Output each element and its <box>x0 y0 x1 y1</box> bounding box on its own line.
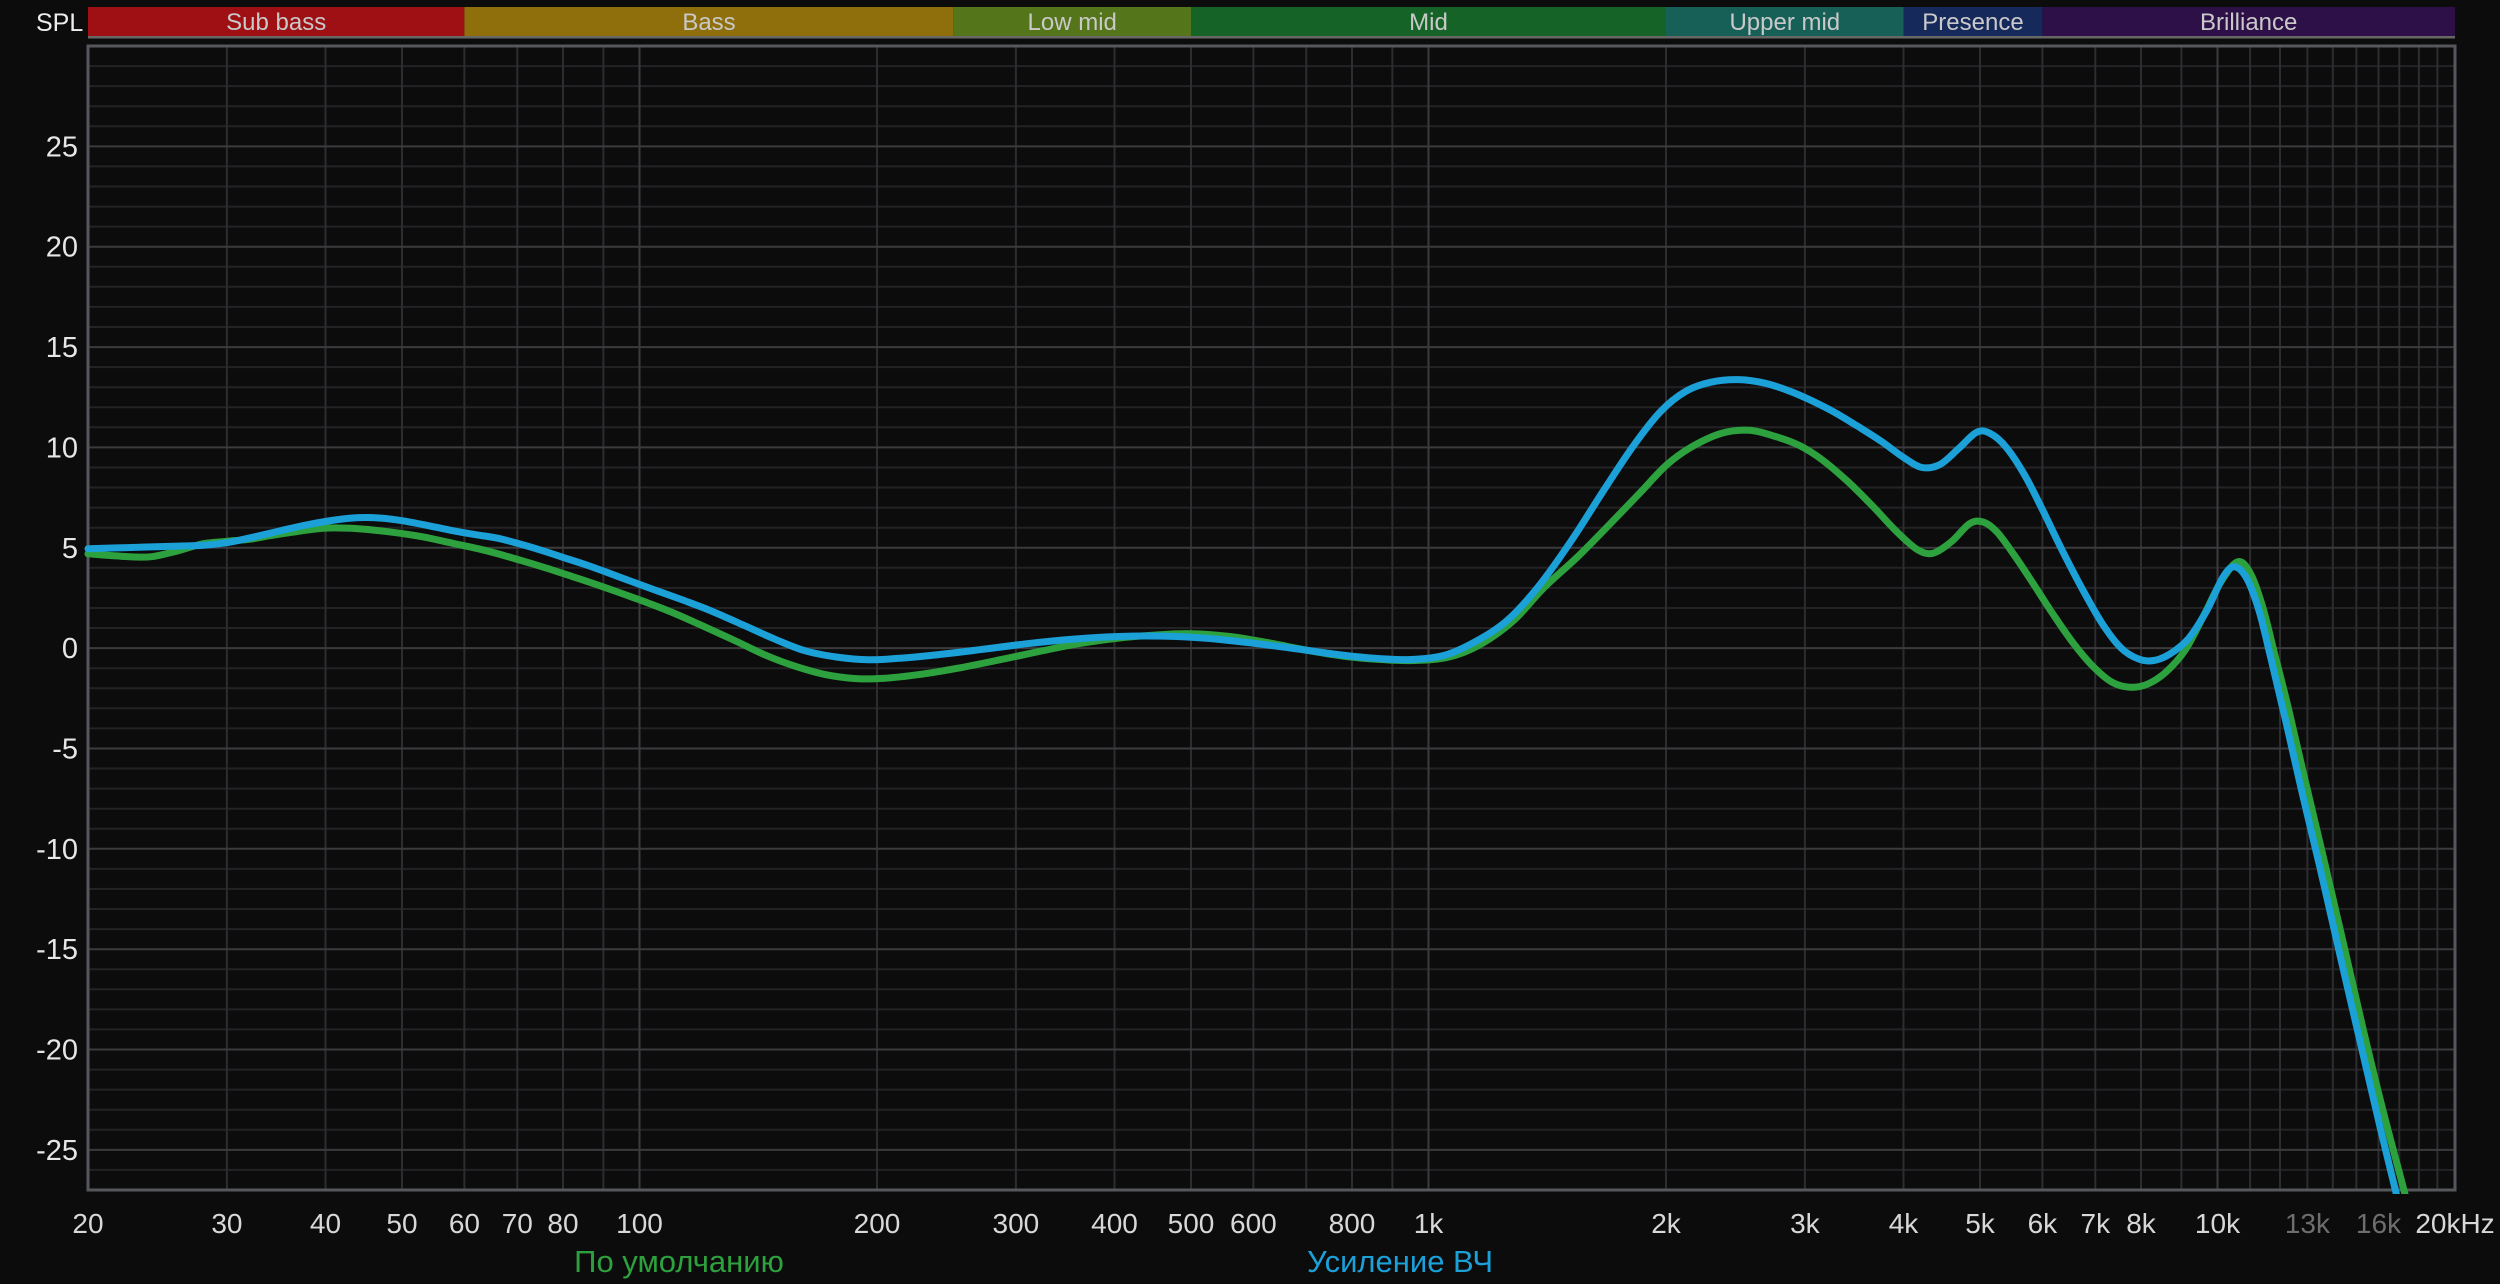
legend-item-treble-boost[interactable]: Усиление ВЧ <box>1307 1244 1493 1279</box>
x-tick-label-6k: 6k <box>2028 1208 2059 1239</box>
y-tick-label-10: 10 <box>46 432 78 464</box>
x-tick-label-1k: 1k <box>1414 1208 1445 1239</box>
x-tick-label-600: 600 <box>1230 1208 1277 1239</box>
band-brilliance <box>2042 7 2455 36</box>
grid <box>86 44 2457 1192</box>
band-low-mid <box>953 7 1191 36</box>
x-tick-label-50: 50 <box>386 1208 417 1239</box>
curves <box>84 376 2409 1194</box>
x-tick-label-2k: 2k <box>1651 1208 1682 1239</box>
band-label-upper-mid: Upper mid <box>1729 9 1840 36</box>
x-tick-label-5k: 5k <box>1965 1208 1996 1239</box>
curve-default <box>84 426 2409 1194</box>
x-tick-label-7k: 7k <box>2081 1208 2112 1239</box>
frequency-band-header: Sub bass Bass Low mid Mid Upper mid Presence B… <box>88 7 2455 39</box>
band-mid <box>1191 7 1666 36</box>
x-tick-label-200: 200 <box>854 1208 901 1239</box>
y-tick-label-0: 0 <box>62 633 78 665</box>
spl-axis-label: SPL <box>36 9 83 37</box>
y-tick-label-15: -15 <box>36 934 78 966</box>
y-tick-label-15: 15 <box>46 332 78 364</box>
x-tick-label-3k: 3k <box>1790 1208 1821 1239</box>
y-tick-label-20: 20 <box>46 232 78 264</box>
band-label-bass: Bass <box>682 9 735 36</box>
x-tick-label-500: 500 <box>1168 1208 1215 1239</box>
band-upper-mid <box>1666 7 1904 36</box>
x-tick-label-30: 30 <box>211 1208 242 1239</box>
band-label-brilliance: Brilliance <box>2200 9 2297 36</box>
band-strip-underline <box>88 36 2455 39</box>
band-bass <box>464 7 954 36</box>
y-tick-label-5: -5 <box>52 734 78 766</box>
x-tick-label-8k: 8k <box>2126 1208 2157 1239</box>
x-tick-label-40: 40 <box>310 1208 341 1239</box>
curve-treble-boost <box>84 376 2401 1194</box>
y-tick-label-10: -10 <box>36 834 78 866</box>
plot-frame <box>86 44 2457 1192</box>
band-label-mid: Mid <box>1409 9 1448 36</box>
x-tick-label-300: 300 <box>993 1208 1040 1239</box>
y-tick-label-20: -20 <box>36 1035 78 1067</box>
x-tick-label-400: 400 <box>1091 1208 1138 1239</box>
x-tick-label-70: 70 <box>502 1208 533 1239</box>
x-tick-label-20: 20 <box>72 1208 103 1239</box>
x-tick-label-16k: 16k <box>2356 1208 2402 1239</box>
x-tick-label-80: 80 <box>547 1208 578 1239</box>
band-presence <box>1903 7 2043 36</box>
x-tick-label-60: 60 <box>449 1208 480 1239</box>
legend-item-default[interactable]: По умолчанию <box>574 1244 784 1279</box>
x-tick-label-800: 800 <box>1329 1208 1376 1239</box>
x-tick-label-13k: 13k <box>2285 1208 2331 1239</box>
band-label-presence: Presence <box>1922 9 2023 36</box>
x-tick-label-10k: 10k <box>2195 1208 2241 1239</box>
y-tick-label-25: 25 <box>46 131 78 163</box>
x-tick-label-100: 100 <box>616 1208 663 1239</box>
x-tick-label-20khz: 20kHz <box>2415 1208 2494 1239</box>
band-label-sub-bass: Sub bass <box>226 9 326 36</box>
y-tick-label-25: -25 <box>36 1135 78 1167</box>
legend: По умолчанию Усиление ВЧ <box>574 1244 1493 1279</box>
y-tick-label-5: 5 <box>62 533 78 565</box>
x-tick-label-4k: 4k <box>1889 1208 1920 1239</box>
band-sub-bass <box>88 7 465 36</box>
band-label-low-mid: Low mid <box>1028 9 1117 36</box>
